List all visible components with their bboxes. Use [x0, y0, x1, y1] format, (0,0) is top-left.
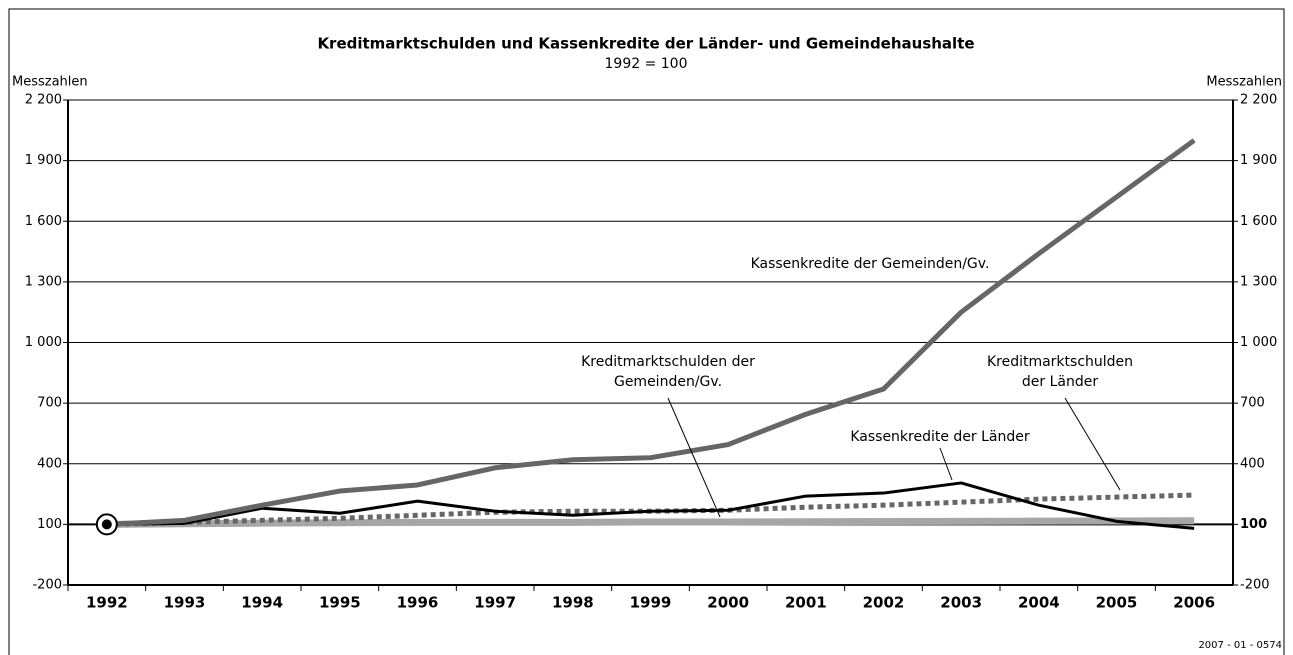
y2-tick-label: 1 900 [1240, 153, 1277, 168]
y-tick-label: 1 600 [25, 214, 62, 229]
y2-tick-label: -200 [1240, 578, 1270, 593]
y-axis-label: Messzahlen [12, 75, 88, 90]
footnote: 2007 - 01 - 0574 [1198, 640, 1282, 651]
annotation: Gemeinden/Gv. [614, 374, 722, 390]
x-tick-label: 2005 [1096, 594, 1138, 612]
annotation-leader [1064, 397, 1121, 491]
y-tick-label: 100 [37, 517, 62, 532]
y2-tick-label: 1 600 [1240, 214, 1277, 229]
y2-tick-label: 1 300 [1240, 274, 1277, 289]
y-tick-label: 2 200 [25, 93, 62, 108]
y2-tick-label: 700 [1240, 396, 1265, 411]
annotation-leader [667, 397, 721, 518]
frame [8, 8, 1285, 655]
x-tick-label: 2001 [785, 594, 827, 612]
x-tick-label: 1995 [319, 594, 361, 612]
y-tick-label: 700 [37, 396, 62, 411]
y2-tick-label: 100 [1240, 517, 1267, 532]
y2-axis-label: Messzahlen [1206, 75, 1282, 90]
x-tick-label: 1998 [552, 594, 594, 612]
y2-tick-label: 400 [1240, 456, 1265, 471]
annotation: Kassenkredite der Länder [850, 429, 1030, 445]
y2-tick-label: 1 000 [1240, 335, 1277, 350]
series-line [106, 517, 1195, 528]
x-tick-label: 1996 [397, 594, 439, 612]
y2-tick-label: 2 200 [1240, 93, 1277, 108]
chart-title: Kreditmarktschulden und Kassenkredite de… [317, 35, 974, 53]
annotation: Kreditmarktschulden der [581, 354, 755, 370]
annotation-leader [939, 447, 953, 481]
y-tick-label: 1 000 [25, 335, 62, 350]
x-tick-label: 2002 [863, 594, 905, 612]
series-line [106, 138, 1196, 527]
x-tick-label: 1994 [241, 594, 283, 612]
x-tick-label: 1993 [164, 594, 206, 612]
x-tick-label: 2006 [1173, 594, 1215, 612]
annotation: Kassenkredite der Gemeinden/Gv. [751, 256, 990, 272]
series-line [106, 481, 1195, 530]
y-tick-label: -200 [32, 578, 62, 593]
y-tick-label: 1 300 [25, 274, 62, 289]
x-tick-label: 1997 [474, 594, 516, 612]
annotation: der Länder [1022, 374, 1098, 390]
x-tick-label: 2004 [1018, 594, 1060, 612]
chart-subtitle: 1992 = 100 [605, 56, 688, 72]
annotation: Kreditmarktschulden [987, 354, 1133, 370]
x-tick-label: 2000 [707, 594, 749, 612]
y-tick-label: 1 900 [25, 153, 62, 168]
x-tick-label: 1992 [86, 594, 128, 612]
y-tick-label: 400 [37, 456, 62, 471]
base-marker-dot [101, 519, 112, 530]
x-tick-label: 1999 [630, 594, 672, 612]
x-tick-label: 2003 [940, 594, 982, 612]
